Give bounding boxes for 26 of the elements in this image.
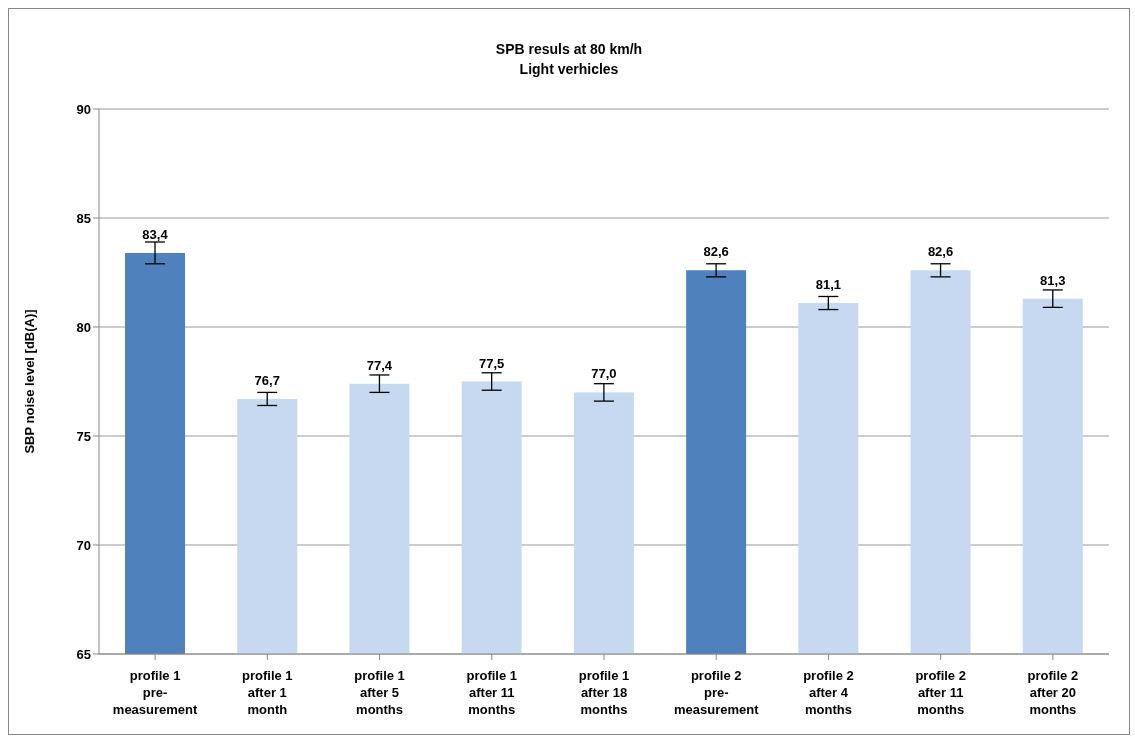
y-axis-title: SBP noise level [dB(A)] bbox=[21, 309, 37, 454]
y-tick-label: 85 bbox=[76, 210, 91, 226]
data-label: 81,1 bbox=[815, 277, 841, 293]
data-label: 83,4 bbox=[142, 226, 169, 242]
x-tick-label: profile 1 after 5 months bbox=[354, 668, 405, 717]
x-tick-label: profile 2 pre- measurement bbox=[673, 668, 760, 717]
y-tick-label: 90 bbox=[76, 101, 91, 117]
data-label: 82,6 bbox=[927, 244, 954, 260]
y-tick-label: 75 bbox=[76, 428, 91, 444]
data-label: 77,4 bbox=[366, 357, 393, 373]
data-label: 77,5 bbox=[479, 355, 505, 371]
x-tick-label: profile 2 after 11 months bbox=[915, 668, 966, 717]
data-label: 81,3 bbox=[1040, 272, 1066, 288]
data-label: 76,7 bbox=[254, 372, 280, 388]
chart-title: SPB resuls at 80 km/h Light verhicles bbox=[494, 40, 644, 79]
data-label: 77,0 bbox=[591, 366, 617, 382]
x-tick-label: profile 1 after 1 month bbox=[242, 668, 293, 717]
y-tick-label: 65 bbox=[76, 646, 91, 662]
x-tick-label: profile 1 pre- measurement bbox=[112, 668, 199, 717]
x-tick-label: profile 2 after 20 months bbox=[1027, 668, 1079, 717]
x-tick-label: profile 1 after 11 months bbox=[466, 668, 518, 717]
y-tick-label: 80 bbox=[76, 319, 91, 335]
x-tick-label: profile 1 after 18 months bbox=[578, 668, 630, 717]
data-label: 82,6 bbox=[703, 244, 729, 260]
x-tick-label: profile 2 after 4 months bbox=[803, 668, 854, 717]
y-tick-label: 70 bbox=[76, 537, 91, 553]
